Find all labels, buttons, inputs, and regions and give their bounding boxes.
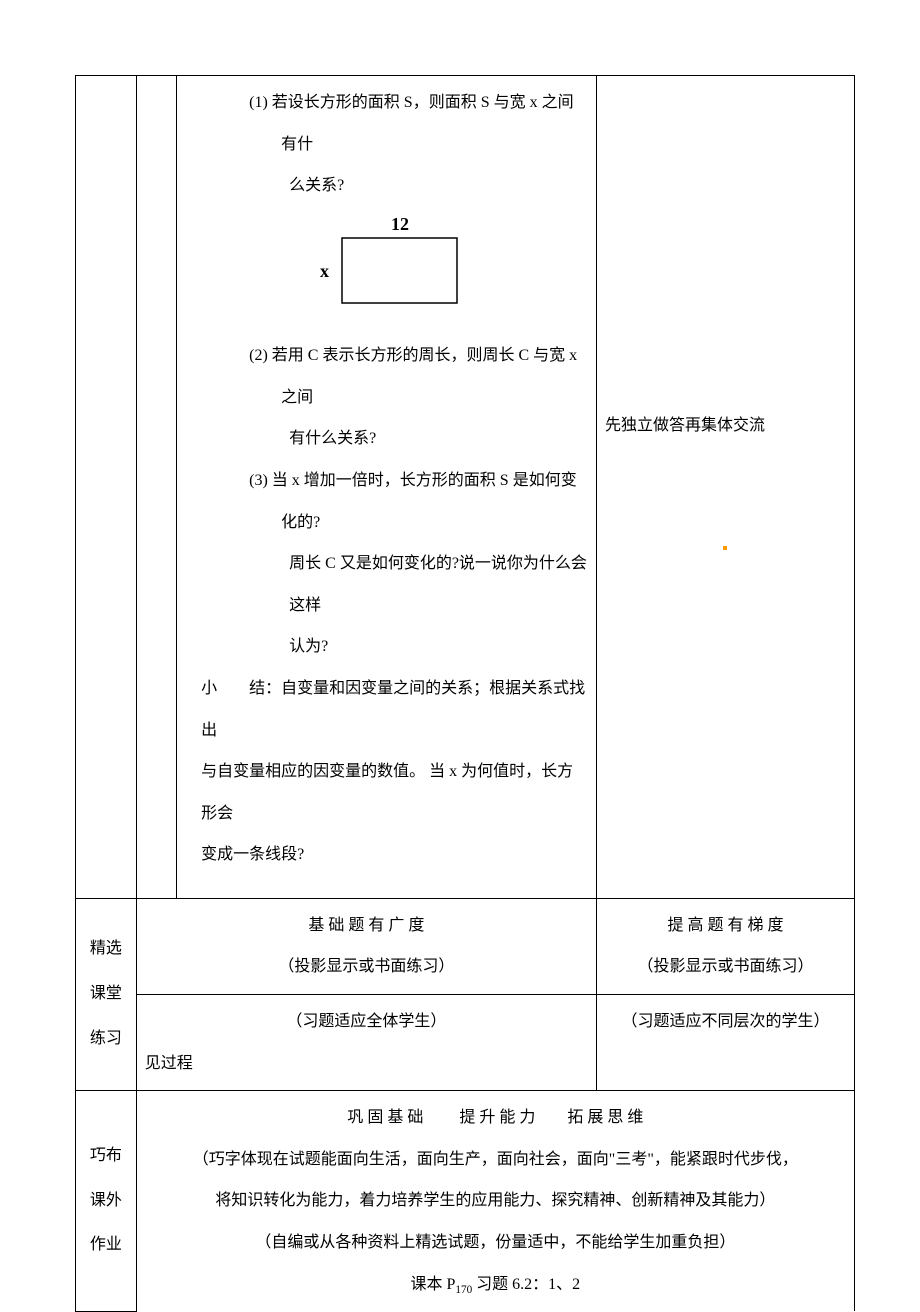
hw4-pre: 课本 P [410, 1276, 455, 1293]
basic-bottom: 见过程 [145, 1043, 588, 1085]
homework-body: 巩 固 基 础 提 升 能 力 拓 展 思 维 （巧字体现在试题能面向生活，面向… [136, 1091, 854, 1311]
q3-line1: (3) 当 x 增加一倍时，长方形的面积 S 是如何变化的? [185, 460, 588, 543]
q3-line3: 认为? [185, 626, 588, 668]
q3-line2: 周长 C 又是如何变化的?说一说你为什么会这样 [185, 543, 588, 626]
homework-head: 巩 固 基 础 提 升 能 力 拓 展 思 维 [145, 1097, 846, 1139]
spacer [185, 876, 588, 892]
rect-left-label: x [320, 261, 329, 281]
rect-shape [342, 238, 457, 303]
hw4-sub: 170 [455, 1284, 472, 1296]
rectangle-figure: 12 x [185, 207, 588, 335]
q2-line2: 有什么关系? [185, 418, 588, 460]
basic-sub: （习题适应全体学生） [145, 1001, 588, 1043]
col1-blank [76, 76, 137, 899]
homework-line2: 将知识转化为能力，着力培养学生的应用能力、探究精神、创新精神及其能力） [145, 1180, 846, 1222]
orange-dot-row [605, 527, 846, 569]
col2-blank [136, 76, 176, 899]
homework-row: 巧布课外作业 巩 固 基 础 提 升 能 力 拓 展 思 维 （巧字体现在试题能… [76, 1091, 855, 1311]
homework-line4: 课本 P170 习题 6.2：1、2 [145, 1264, 846, 1306]
orange-dot-icon [723, 546, 727, 550]
lesson-plan-table: (1) 若设长方形的面积 S，则面积 S 与宽 x 之间有什 么关系? 12 x… [75, 75, 855, 1312]
advanced-body: （习题适应不同层次的学生） [596, 995, 854, 1091]
right-note-cell: 先独立做答再集体交流 [596, 76, 854, 899]
advanced-head2: （投影显示或书面练习） [605, 946, 846, 988]
practice-label: 精选课堂练习 [76, 898, 137, 1090]
advanced-head1: 提 高 题 有 梯 度 [605, 905, 846, 947]
homework-line3: （自编或从各种资料上精选试题，份量适中，不能给学生加重负担） [145, 1222, 846, 1264]
q1-line2: 么关系? [185, 165, 588, 207]
summary-line2: 与自变量相应的因变量的数值。 当 x 为何值时，长方形会 [185, 751, 588, 834]
rect-svg: 12 x [287, 212, 487, 322]
basic-head: 基 础 题 有 广 度 （投影显示或书面练习） [136, 898, 596, 994]
right-note: 先独立做答再集体交流 [605, 405, 846, 447]
basic-head2: （投影显示或书面练习） [145, 946, 588, 988]
basic-head1: 基 础 题 有 广 度 [145, 905, 588, 947]
homework-line1: （巧字体现在试题能面向生活，面向生产，面向社会，面向"三考"，能紧跟时代步伐， [145, 1139, 846, 1181]
summary-line3: 变成一条线段? [185, 834, 588, 876]
advanced-sub: （习题适应不同层次的学生） [605, 1001, 846, 1043]
q2-line1: (2) 若用 C 表示长方形的周长，则周长 C 与宽 x 之间 [185, 335, 588, 418]
q1-line1: (1) 若设长方形的面积 S，则面积 S 与宽 x 之间有什 [185, 82, 588, 165]
content-row: (1) 若设长方形的面积 S，则面积 S 与宽 x 之间有什 么关系? 12 x… [76, 76, 855, 899]
practice-head-row: 精选课堂练习 基 础 题 有 广 度 （投影显示或书面练习） 提 高 题 有 梯… [76, 898, 855, 994]
rect-top-label: 12 [391, 214, 409, 234]
practice-body-row: （习题适应全体学生） 见过程 （习题适应不同层次的学生） [76, 995, 855, 1091]
basic-body: （习题适应全体学生） 见过程 [136, 995, 596, 1091]
questions-cell: (1) 若设长方形的面积 S，则面积 S 与宽 x 之间有什 么关系? 12 x… [177, 76, 597, 899]
advanced-head: 提 高 题 有 梯 度 （投影显示或书面练习） [596, 898, 854, 994]
summary-line1: 小 结：自变量和因变量之间的关系；根据关系式找出 [185, 668, 588, 751]
hw4-post: 习题 6.2：1、2 [472, 1276, 580, 1293]
homework-label: 巧布课外作业 [76, 1091, 137, 1311]
